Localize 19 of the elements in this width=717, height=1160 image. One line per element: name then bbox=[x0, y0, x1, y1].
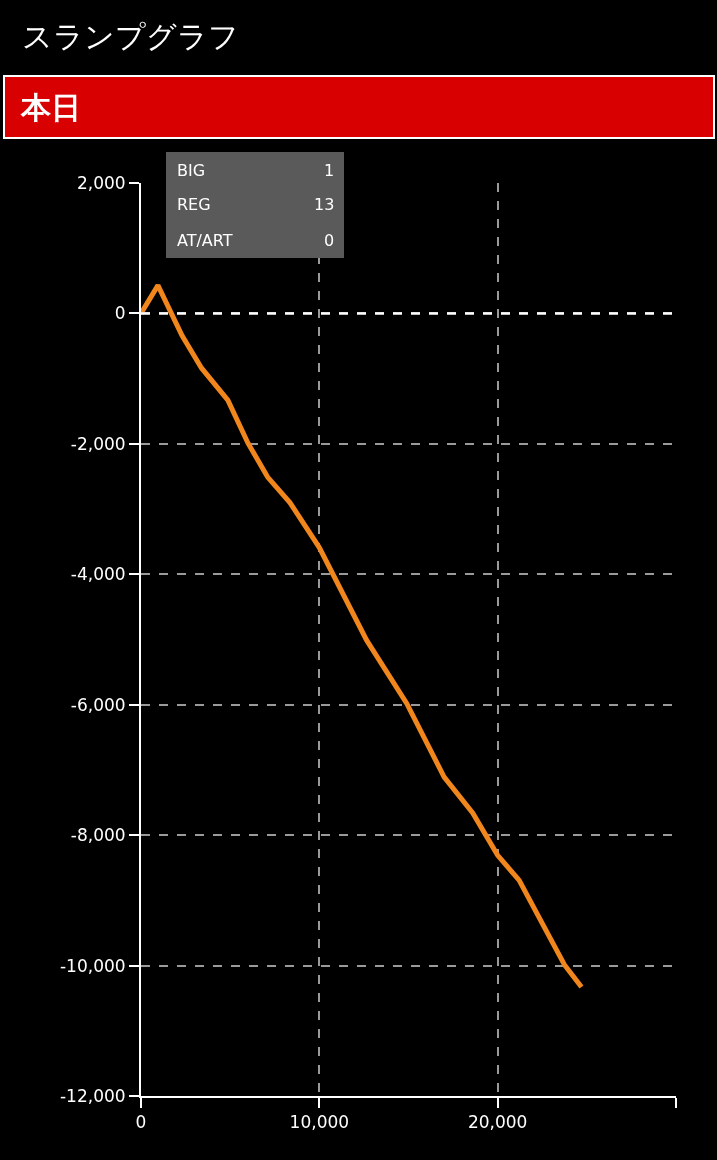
text: 1 bbox=[324, 161, 335, 180]
y-tick-label: -4,000 bbox=[70, 564, 126, 585]
annotation: 13 bbox=[314, 195, 335, 214]
chart-subtitle: 本日 bbox=[20, 90, 81, 125]
x-tick-label: 20,000 bbox=[467, 1112, 528, 1133]
annotation: REG bbox=[177, 195, 211, 214]
y-tick-label: -6,000 bbox=[70, 694, 126, 715]
y-tick-label: -12,000 bbox=[59, 1085, 126, 1106]
text: BIG bbox=[177, 161, 206, 180]
x-tick-label: 0 bbox=[135, 1112, 147, 1133]
y-tick-label: -8,000 bbox=[70, 825, 126, 846]
y-tick-label: -10,000 bbox=[59, 955, 126, 976]
annotation: 0 bbox=[324, 231, 335, 250]
y-tick-label: 2,000 bbox=[76, 172, 126, 193]
y-tick-label: 0 bbox=[114, 303, 126, 324]
annotation: AT/ART bbox=[177, 231, 233, 250]
chart-title: スランプグラフ bbox=[22, 19, 239, 54]
x-tick-label: 10,000 bbox=[289, 1112, 350, 1133]
y-tick-label: -2,000 bbox=[70, 433, 126, 454]
